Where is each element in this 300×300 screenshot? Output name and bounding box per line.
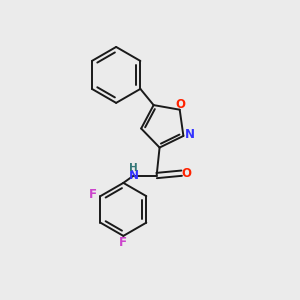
Text: N: N xyxy=(185,128,195,141)
Text: N: N xyxy=(129,169,139,182)
Text: O: O xyxy=(175,98,185,111)
Text: O: O xyxy=(181,167,191,180)
Text: F: F xyxy=(119,236,128,249)
Text: H: H xyxy=(129,163,137,172)
Text: F: F xyxy=(89,188,97,201)
